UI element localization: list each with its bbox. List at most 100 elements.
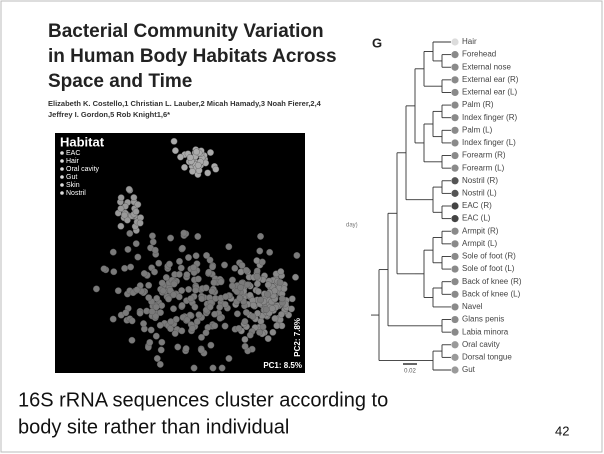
leaf-label: Sole of foot (L) (462, 264, 515, 273)
point (152, 332, 160, 340)
point (134, 253, 142, 261)
paper-title: in Human Body Habitats Across (48, 46, 337, 67)
point (253, 273, 261, 280)
point (117, 222, 125, 230)
leaf-dot (451, 101, 459, 109)
point (117, 205, 125, 213)
leaf-dot (451, 126, 459, 134)
point (170, 305, 177, 313)
point (155, 259, 163, 267)
point (178, 327, 186, 335)
leaf-dot (451, 88, 459, 97)
point (123, 216, 131, 224)
point (183, 316, 191, 324)
point (211, 322, 219, 330)
point (170, 137, 178, 145)
point (157, 309, 164, 316)
point (146, 339, 154, 346)
point (288, 305, 295, 313)
page-number: 42 (555, 423, 569, 438)
point (187, 295, 195, 303)
point (122, 309, 130, 317)
point (176, 257, 183, 265)
leaf-label: Dorsal tongue (462, 352, 512, 361)
point (140, 320, 147, 327)
point (178, 287, 186, 294)
leaf-dot (451, 328, 459, 336)
side-label: day) (346, 223, 358, 229)
point (132, 208, 140, 216)
leaf-dot (451, 240, 459, 248)
point (100, 265, 108, 273)
legend-dot (60, 191, 64, 195)
leaf-label: Sole of foot (R) (462, 252, 516, 261)
leaf-label: Index finger (L) (462, 138, 516, 147)
paper-title: Space and Time (48, 71, 192, 92)
leaf-label: Gut (462, 365, 476, 374)
point (109, 315, 117, 323)
legend-item: Nostril (66, 190, 86, 197)
leaf-dot (451, 315, 459, 324)
point (182, 345, 190, 352)
point (212, 165, 220, 173)
point (126, 230, 134, 237)
point (189, 167, 196, 175)
point (172, 147, 179, 155)
leaf-dot (451, 63, 459, 71)
leaf-dot (451, 76, 459, 84)
point (171, 330, 179, 337)
point (241, 343, 249, 350)
point (257, 232, 264, 240)
point (250, 301, 257, 309)
point (157, 346, 165, 354)
point (194, 233, 202, 240)
leaf-dot (451, 189, 459, 197)
point (241, 318, 249, 325)
point (194, 161, 202, 169)
leaf-label: Back of knee (L) (462, 289, 521, 298)
point (130, 194, 138, 201)
leaf-label: Armpit (R) (462, 226, 499, 235)
point (151, 268, 158, 276)
point (194, 275, 202, 283)
point (193, 318, 201, 326)
point (216, 303, 224, 311)
leaf-label: Forearm (L) (462, 163, 505, 172)
point (207, 149, 214, 156)
point (190, 264, 197, 271)
point (125, 185, 133, 193)
leaf-dot (451, 353, 459, 361)
point (110, 268, 118, 276)
point (202, 284, 210, 292)
leaf-dot (451, 177, 459, 185)
point (159, 287, 167, 295)
point (167, 234, 174, 242)
point (231, 264, 239, 272)
point (149, 232, 156, 240)
point (268, 305, 276, 312)
point (278, 311, 285, 318)
point (264, 281, 272, 289)
point (140, 270, 148, 277)
leaf-dot (451, 227, 459, 235)
point (216, 314, 224, 322)
legend-item: Hair (66, 158, 80, 165)
leaf-label: Navel (462, 302, 483, 311)
panel-label: G (372, 35, 382, 50)
point (192, 286, 199, 294)
point (177, 153, 184, 161)
point (170, 280, 178, 288)
point (158, 338, 166, 346)
point (175, 293, 183, 301)
leaf-label: External ear (R) (462, 75, 519, 84)
leaf-label: Labia minora (462, 327, 509, 336)
point (256, 247, 264, 255)
x-axis-label: PC1: 8.5% (263, 361, 302, 370)
point (183, 271, 191, 279)
point (229, 276, 236, 284)
point (277, 268, 285, 275)
caption: body site rather than individual (18, 416, 289, 438)
point (276, 279, 284, 286)
point (179, 244, 186, 252)
